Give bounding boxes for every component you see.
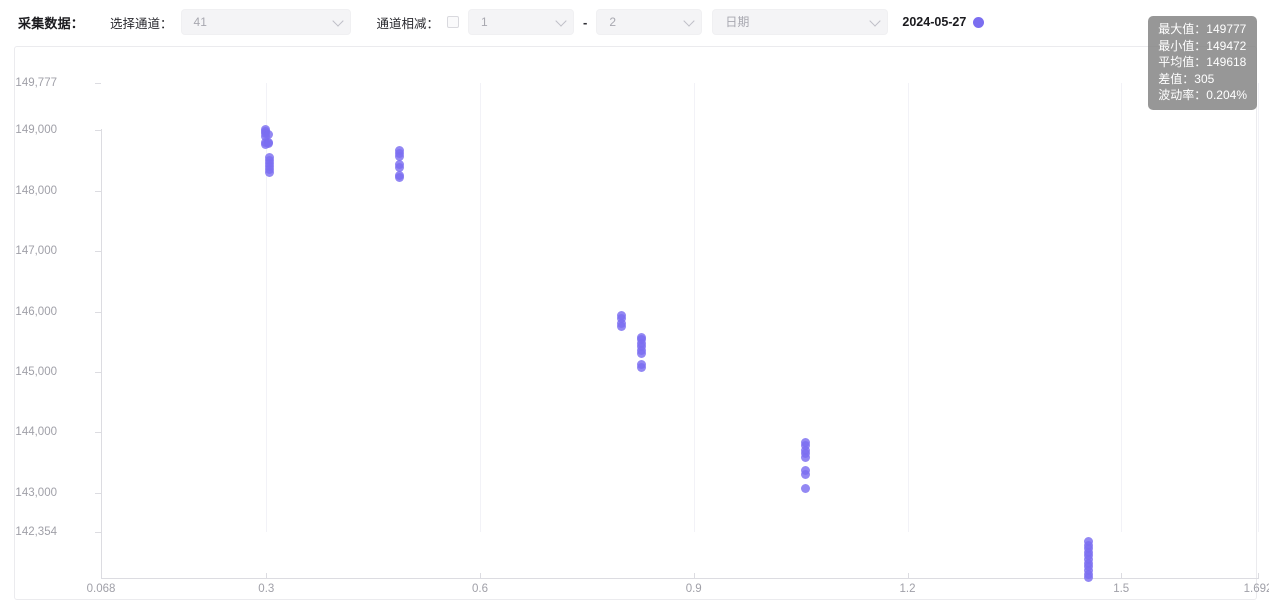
stat-min: 最小值：149472 [1158,38,1247,53]
subtract-separator: - [583,14,588,30]
statistics-panel: 最大值：149777 最小值：149472 平均值：149618 差值：305 … [1148,16,1257,110]
y-axis-tick-label: 147,000 [15,245,57,257]
x-axis-tick [693,573,695,579]
y-axis-tick [95,371,101,373]
y-axis-tick-label: 149,000 [15,124,57,136]
channel-select-value: 41 [193,15,207,29]
x-axis-tick [1121,573,1123,579]
channel-select-label: 选择通道： [110,16,173,31]
subtract-operand-b-value: 2 [609,15,617,29]
y-axis-tick-label: 148,000 [15,184,57,197]
scatter-plot-area[interactable] [101,124,1258,583]
date-select[interactable]: 日期 [712,9,889,35]
y-axis-tick [95,130,101,131]
scatter-point[interactable] [636,349,646,359]
y-axis-tick-label: 143,000 [15,486,57,499]
stat-fluctuation: 波动率：0.204% [1158,88,1247,102]
y-axis-line [101,129,102,579]
x-axis-tick-label: 0.9 [685,583,702,595]
subtract-operand-a-value: 1 [481,15,488,29]
scatter-point[interactable] [616,314,626,324]
scatter-point[interactable] [616,322,626,332]
scatter-point[interactable] [263,129,273,139]
x-axis-tick [480,573,481,579]
y-axis-tick-label: 144,000 [15,426,57,439]
y-axis-tick [95,492,101,494]
stat-diff: 差值：305 [1158,71,1215,86]
x-axis-tick-label: 1.692 [1243,583,1269,595]
y-axis-tick [95,190,101,192]
x-axis-tick-label: 0.068 [86,583,116,595]
date-select-placeholder: 日期 [725,15,750,29]
scatter-point[interactable] [394,173,404,183]
channel-select[interactable]: 41 [180,9,351,35]
chevron-down-icon [331,15,344,27]
selected-date-legend-label: 2024-05-27 [902,15,967,29]
scatter-point[interactable] [394,151,404,161]
stat-avg: 平均值：149618 [1158,55,1247,69]
chart-card: 149,777 149,000 148,000 147,000 146,000 145,0… [14,46,1269,600]
gridline-vertical [480,83,481,532]
y-axis-tick [95,532,101,533]
y-axis-tick [95,432,101,434]
toolbar: 采集数据： 选择通道： 41 通道相减： 1 - 2 日期 2024-05-27 [0,0,1269,44]
channel-subtract-label: 通道相减： [376,16,440,31]
page-title: 采集数据： [18,15,85,31]
y-axis-tick [95,251,101,252]
subtract-operand-a-select[interactable]: 1 [468,9,575,35]
scatter-point[interactable] [636,362,646,372]
scatter-point[interactable] [394,163,404,172]
x-axis-line [101,578,1258,579]
legend-color-dot [973,16,985,28]
x-axis-tick-label: 0.6 [472,583,488,595]
y-axis-tick [95,83,101,84]
y-axis-tick-label: 142,354 [15,526,57,538]
stat-max: 最大值：149777 [1158,22,1247,36]
channel-subtract-checkbox[interactable] [447,16,460,28]
y-axis-tick-label: 149,777 [15,77,57,89]
scatter-point[interactable] [265,167,274,177]
subtract-operand-b-select[interactable]: 2 [596,9,703,35]
scatter-point[interactable] [800,484,810,494]
y-axis-tick-label: 146,000 [15,305,57,318]
scatter-point[interactable] [263,139,273,149]
gridline-vertical [1121,83,1123,532]
scatter-point[interactable] [1084,573,1094,583]
gridline-vertical [907,83,909,532]
y-axis-tick [95,311,101,313]
chevron-down-icon [683,15,696,27]
gridline-vertical [1258,83,1259,532]
x-axis-tick-label: 1.2 [899,583,916,595]
x-axis-tick-label: 0.3 [258,583,275,595]
scatter-point[interactable] [800,453,810,463]
x-axis-tick-label: 1.5 [1113,583,1130,595]
gridline-vertical [693,83,695,532]
x-axis-tick [1258,573,1259,579]
chevron-down-icon [869,15,882,27]
x-axis-tick [266,573,268,579]
chevron-down-icon [555,15,567,27]
y-axis-tick-label: 145,000 [15,365,57,378]
gridline-vertical [266,83,268,532]
x-axis-tick [101,573,102,579]
x-axis-tick [907,573,909,579]
scatter-point[interactable] [800,469,810,479]
